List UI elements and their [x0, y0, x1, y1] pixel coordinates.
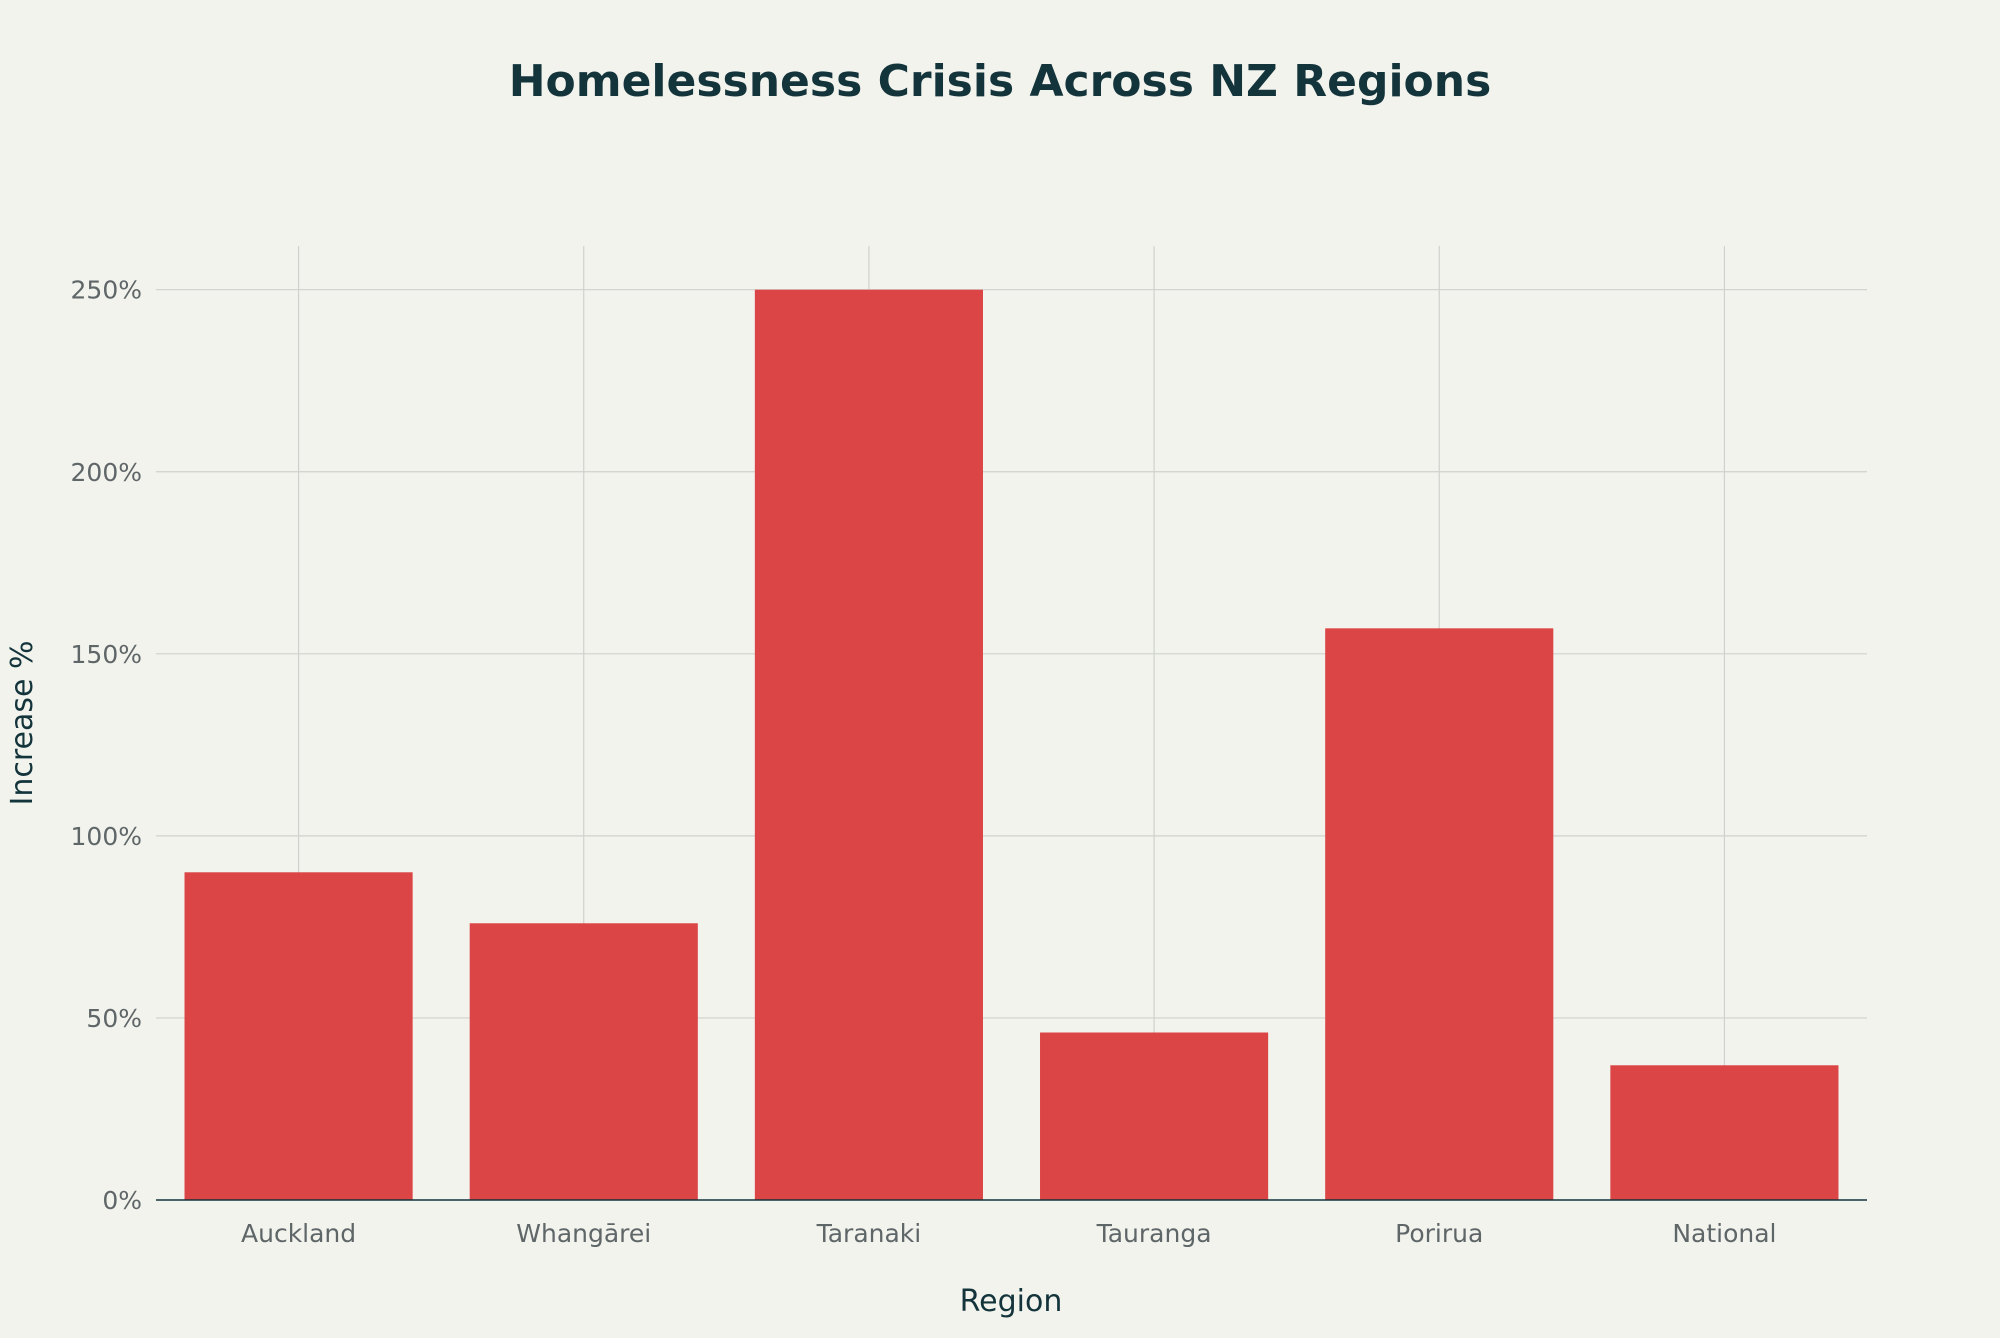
x-tick-labels: Auckland Whangārei Taranaki Tauranga Porirua…	[241, 1219, 1777, 1248]
x-axis-title: Region	[960, 1284, 1063, 1319]
bar-2[interactable]	[754, 289, 983, 1200]
x-tick-label: Tauranga	[1096, 1219, 1212, 1248]
y-tick-label: 100%	[71, 822, 142, 851]
x-tick-label: Porirua	[1395, 1219, 1483, 1248]
bar-5[interactable]	[1610, 1065, 1839, 1200]
x-tick-label: National	[1672, 1219, 1776, 1248]
bars	[184, 289, 1839, 1200]
y-axis-title: Increase %	[5, 641, 40, 806]
y-tick-label: 150%	[71, 640, 142, 669]
bar-1[interactable]	[469, 923, 698, 1200]
x-tick-label: Auckland	[241, 1219, 356, 1248]
x-tick-label: Taranaki	[816, 1219, 922, 1248]
bar-3[interactable]	[1040, 1032, 1269, 1200]
bar-0[interactable]	[184, 872, 413, 1200]
y-tick-label: 250%	[71, 276, 142, 305]
y-tick-label: 50%	[86, 1004, 142, 1033]
y-tick-labels: 0% 50% 100% 150% 200% 250%	[71, 276, 142, 1215]
x-tick-label: Whangārei	[516, 1219, 651, 1248]
y-tick-label: 0%	[102, 1186, 142, 1215]
bar-4[interactable]	[1325, 628, 1554, 1200]
y-tick-label: 200%	[71, 458, 142, 487]
chart-title: Homelessness Crisis Across NZ Regions	[509, 56, 1492, 107]
